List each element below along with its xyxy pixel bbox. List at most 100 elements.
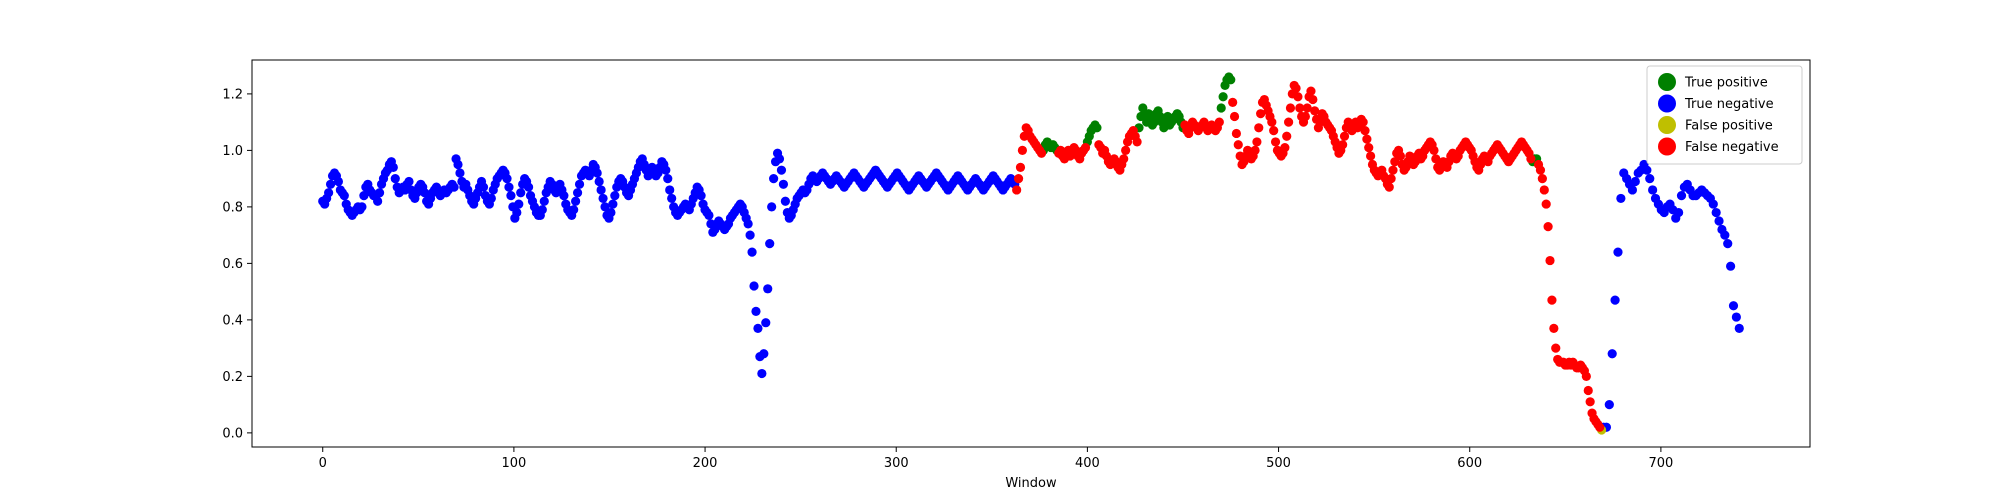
data-point: [1526, 154, 1536, 164]
data-point: [453, 159, 463, 170]
data-point: [745, 230, 755, 240]
legend-label: False negative: [1685, 140, 1779, 155]
data-point: [1545, 255, 1555, 266]
data-point: [1300, 111, 1310, 122]
data-point: [1537, 174, 1547, 184]
data-point: [1132, 137, 1142, 147]
data-point: [757, 368, 767, 379]
data-point: [1731, 312, 1741, 322]
data-point: [1720, 230, 1730, 240]
legend-marker: [1658, 94, 1676, 113]
legend-label: True positive: [1684, 76, 1768, 91]
legend-label: False positive: [1685, 119, 1773, 134]
data-point: [1252, 137, 1262, 147]
x-tick-label: 400: [1075, 456, 1100, 471]
data-point: [1338, 140, 1348, 150]
data-point: [769, 174, 779, 184]
data-point: [1547, 295, 1557, 305]
data-point: [486, 193, 496, 204]
data-point: [523, 182, 534, 192]
data-point: [1607, 349, 1617, 359]
data-point: [404, 176, 414, 187]
y-tick-label: 0.4: [222, 313, 243, 328]
data-point: [767, 202, 777, 212]
data-point: [388, 162, 398, 172]
data-point: [324, 188, 334, 198]
data-point: [512, 207, 522, 218]
data-point: [1214, 117, 1224, 127]
x-tick-label: 700: [1648, 456, 1673, 471]
data-point: [1229, 111, 1240, 122]
data-point: [1285, 103, 1296, 113]
data-point: [1282, 131, 1292, 141]
data-point: [1138, 103, 1148, 113]
data-point: [357, 202, 367, 212]
data-point: [774, 154, 785, 164]
data-point: [1535, 165, 1546, 175]
data-point: [598, 193, 608, 204]
data-point: [759, 349, 769, 359]
data-point: [1310, 106, 1320, 116]
y-tick-label: 1.2: [222, 87, 243, 102]
data-point: [665, 185, 675, 195]
data-point: [1149, 117, 1159, 127]
x-axis-title: Window: [1005, 476, 1057, 491]
data-point: [1645, 174, 1655, 184]
data-point: [1583, 385, 1593, 396]
data-point: [574, 179, 585, 189]
data-point: [1541, 199, 1551, 209]
data-point: [571, 196, 581, 206]
data-point: [420, 188, 430, 198]
data-point: [667, 193, 677, 204]
data-point: [537, 205, 547, 215]
data-point: [333, 176, 344, 187]
data-point: [1604, 400, 1614, 410]
data-point: [1013, 174, 1024, 184]
data-point: [1339, 131, 1350, 141]
data-point: [1595, 422, 1605, 432]
data-point: [1216, 103, 1226, 113]
data-point: [449, 182, 459, 192]
data-point: [1648, 185, 1658, 195]
data-point: [776, 165, 787, 175]
data-point: [1431, 154, 1441, 164]
data-point: [455, 168, 465, 178]
data-point: [763, 284, 773, 294]
x-tick-label: 100: [501, 456, 526, 471]
data-point: [1017, 145, 1027, 155]
data-point: [1269, 126, 1279, 136]
data-point: [778, 179, 789, 189]
data-point: [1015, 162, 1026, 172]
data-point: [1362, 134, 1372, 144]
data-point: [1674, 207, 1684, 218]
data-point: [696, 190, 706, 201]
data-point: [502, 174, 512, 184]
data-point: [1723, 239, 1733, 249]
data-point: [569, 205, 579, 215]
data-point: [1121, 145, 1131, 155]
data-point: [1585, 397, 1595, 407]
data-point: [504, 182, 514, 192]
data-point: [373, 196, 383, 206]
plot-area: [252, 60, 1810, 447]
legend: True positive True negative False positive…: [1646, 65, 1803, 165]
data-point: [514, 199, 524, 209]
data-point: [1366, 151, 1376, 161]
x-tick-label: 600: [1457, 456, 1482, 471]
y-tick-label: 0.8: [222, 200, 243, 215]
legend-marker: [1658, 137, 1676, 156]
data-point: [1616, 193, 1626, 204]
data-point: [1714, 216, 1724, 226]
data-point: [1302, 103, 1312, 113]
data-point: [749, 281, 759, 291]
y-tick-label: 1.0: [222, 144, 243, 159]
data-point: [1254, 123, 1264, 133]
data-point: [608, 199, 618, 209]
data-point: [1551, 343, 1561, 353]
data-point: [1539, 185, 1549, 195]
data-point: [1360, 126, 1370, 136]
data-point: [516, 188, 526, 198]
data-point: [1012, 185, 1022, 195]
data-point: [572, 188, 583, 198]
